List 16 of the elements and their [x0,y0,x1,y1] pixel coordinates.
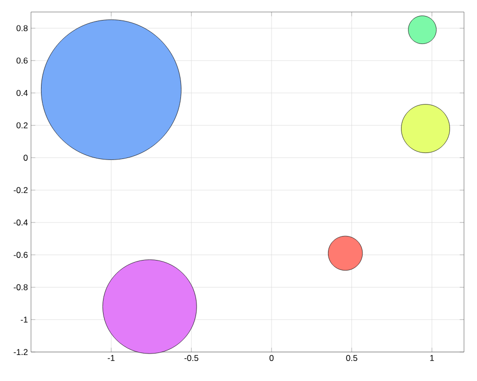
y-tick-label: -1 [20,316,28,323]
x-tick-label: 0.5 [346,355,358,362]
y-tick-label: -0.6 [14,252,28,258]
x-tick-label: 1 [430,355,434,361]
y-tick-label: 0.4 [16,90,28,96]
y-tick-label: 0.8 [16,25,28,32]
y-tick-label: -1.2 [14,349,28,355]
x-tick-label: -0.5 [184,355,198,362]
y-tick-label: 0.2 [16,122,28,128]
y-tick-label: 0.6 [16,58,28,64]
y-tick-label: -0.8 [14,284,28,290]
x-tick-label: -1 [108,355,115,361]
y-tick-label: -0.2 [14,187,28,194]
y-tick-label: -0.4 [14,219,28,226]
x-tick-label: 0 [270,355,274,362]
y-tick-label: 0 [24,154,28,161]
